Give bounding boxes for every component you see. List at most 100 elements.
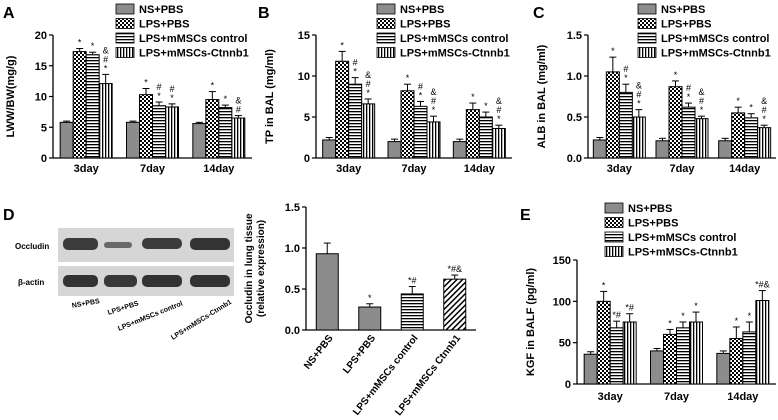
- bar: [322, 139, 337, 159]
- legend-swatch: [637, 3, 657, 15]
- significance-mark: *: [366, 88, 370, 98]
- chart-d: 0.0 0.5 1.0 1.5 Occludin in lung tissue (rela…: [244, 202, 476, 418]
- significance-mark: *#: [408, 276, 417, 286]
- y-tick-label: 10: [298, 71, 310, 83]
- x-tick-label: 7day: [401, 163, 427, 175]
- bar: [152, 105, 166, 159]
- y-tick-label: 5: [304, 112, 310, 124]
- legend-label: LPS+mMSCs control: [139, 33, 248, 45]
- significance-mark: *: [419, 90, 423, 100]
- legend-label: LPS+PBS: [628, 218, 678, 230]
- bar: [72, 51, 87, 159]
- blot-band: [104, 242, 132, 248]
- y-tick-label: 0.0: [285, 325, 300, 337]
- legend-label: LPS+PBS: [661, 19, 711, 31]
- legend-swatch: [376, 32, 396, 44]
- bar: [609, 327, 624, 385]
- x-tick-label: 7day: [664, 391, 690, 403]
- bar: [400, 293, 424, 331]
- bar: [335, 60, 350, 159]
- significance-mark: #: [699, 96, 704, 106]
- y-tick-label: 10: [35, 92, 47, 104]
- legend-label: LPS+mMSCs-Ctnnb1: [628, 247, 738, 259]
- blot-band: [63, 238, 98, 250]
- panel-letter-d: D: [3, 207, 15, 224]
- significance-mark: *: [700, 105, 704, 115]
- bar: [689, 321, 703, 385]
- legend-label: LPS+mMSCs-Ctnnb1: [661, 48, 771, 60]
- blot-label-occludin: Occludin: [15, 242, 49, 251]
- significance-mark: #: [103, 54, 108, 64]
- y-tick-label: 15: [298, 30, 310, 42]
- bar: [426, 121, 441, 159]
- legend-swatch: [637, 32, 657, 44]
- y-axis-label: Occludin in lung tissue: [244, 213, 255, 323]
- x-tick-label: 7day: [140, 163, 166, 175]
- significance-mark: *: [91, 41, 95, 51]
- bar: [491, 127, 506, 159]
- legend-c: NS+PBS LPS+PBS LPS+mMSCs control LPS+mMSCs-…: [637, 3, 771, 60]
- y-tick-label: 0: [565, 379, 571, 391]
- y-tick-label: 1.5: [567, 30, 582, 42]
- blot-band: [104, 275, 137, 287]
- bar: [126, 121, 140, 159]
- significance-mark: *: [735, 316, 739, 326]
- blot-band: [142, 275, 182, 287]
- y-axis-label: KGF in BALF (pg/ml): [525, 268, 537, 376]
- blot-band: [63, 275, 98, 287]
- legend-label: NS+PBS: [661, 4, 705, 16]
- significance-mark: &: [103, 45, 109, 55]
- significance-mark: &: [235, 96, 241, 106]
- significance-mark: #: [636, 90, 641, 100]
- y-axis-label: (relative expression): [256, 220, 267, 317]
- bar: [348, 83, 363, 159]
- significance-mark: *#&: [755, 280, 770, 290]
- y-tick-label: 20: [35, 30, 47, 42]
- bar: [755, 300, 770, 385]
- significance-mark: *: [748, 311, 752, 321]
- significance-mark: #: [353, 58, 358, 68]
- significance-mark: *: [211, 81, 215, 91]
- bar: [443, 278, 467, 331]
- blot-lane-label: LPS+PBS: [107, 300, 140, 317]
- significance-mark: *: [674, 70, 678, 80]
- significance-mark: &: [365, 70, 371, 80]
- y-tick-label: 0: [304, 153, 310, 165]
- bar: [205, 99, 220, 159]
- bar: [742, 331, 757, 385]
- y-tick-label: 1.0: [567, 71, 582, 83]
- significance-mark: *: [432, 105, 436, 115]
- bar: [192, 123, 207, 159]
- legend-label: LPS+mMSCs-Ctnnb1: [139, 48, 249, 60]
- bar: [361, 103, 376, 159]
- bar: [618, 91, 633, 159]
- bar: [655, 140, 670, 159]
- significance-mark: &: [636, 81, 642, 91]
- legend-label: LPS+mMSCs control: [628, 232, 737, 244]
- y-tick-label: 100: [553, 296, 571, 308]
- x-tick-label: 3day: [74, 163, 100, 175]
- bar: [165, 106, 179, 159]
- y-tick-label: 0.5: [567, 112, 582, 124]
- significance-mark: *: [637, 99, 641, 109]
- bar: [744, 117, 759, 159]
- panel-letter-c: C: [533, 5, 545, 22]
- x-tick-label: 14day: [203, 163, 235, 175]
- significance-mark: *: [353, 67, 357, 77]
- y-tick-label: 1.0: [285, 243, 300, 255]
- bar: [605, 71, 620, 159]
- significance-mark: *: [170, 93, 174, 103]
- significance-mark: &: [496, 96, 502, 106]
- significance-mark: #: [686, 83, 691, 93]
- y-tick-label: 1.5: [285, 202, 300, 214]
- significance-mark: *: [736, 96, 740, 106]
- significance-mark: #: [236, 105, 241, 115]
- legend-b: NS+PBS LPS+PBS LPS+mMSCs control LPS+mMSCs-…: [376, 3, 510, 60]
- legend-e: NS+PBS LPS+PBS LPS+mMSCs control LPS+mMSCs-…: [604, 202, 738, 259]
- x-tick-label: LPS+PBS: [341, 333, 378, 376]
- bar: [650, 350, 664, 385]
- y-tick-label: 50: [559, 338, 571, 350]
- y-tick-label: 150: [553, 255, 571, 267]
